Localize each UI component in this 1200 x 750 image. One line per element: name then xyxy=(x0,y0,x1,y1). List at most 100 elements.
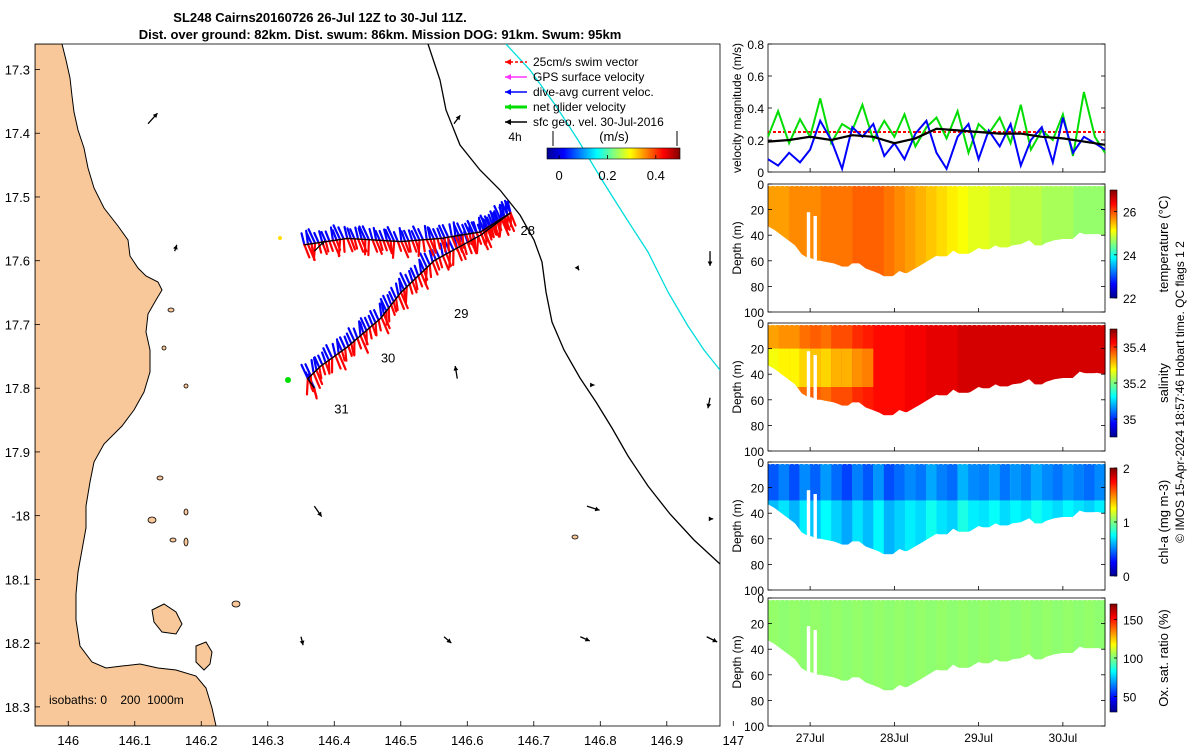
dive-avg-vector xyxy=(337,226,345,241)
swim-vector xyxy=(378,239,384,251)
oxygen-cell xyxy=(1020,600,1032,659)
surface-geostrophic-vectors xyxy=(147,112,718,646)
chla-surface-cell xyxy=(1083,464,1095,501)
salinity-cell xyxy=(883,325,895,416)
temperature-cell xyxy=(1083,186,1095,235)
dive-avg-vector xyxy=(324,230,331,243)
dive-avg-vector xyxy=(343,225,349,240)
chla-surface-cell xyxy=(799,464,811,501)
velocity-y-tick-label: 0 xyxy=(757,166,764,180)
velocity-panel: 0 0.2 0.4 0.6 0.8 velocity magnitude (m/s) xyxy=(730,38,1106,180)
temperature-cell xyxy=(841,186,853,267)
temperature-y-tick-label: 0 xyxy=(757,178,764,192)
island-5 xyxy=(183,508,189,516)
oxygen-gap xyxy=(813,630,817,726)
salinity-below-bottom-mask xyxy=(768,365,1105,451)
swim-vector xyxy=(407,239,412,253)
dive-avg-vector xyxy=(483,215,491,228)
oxygen-cell xyxy=(989,600,1001,664)
chla-cell xyxy=(831,464,843,545)
temperature-cell xyxy=(1062,186,1074,239)
chla-surface-cell xyxy=(768,464,780,501)
dive-avg-vector xyxy=(423,252,431,266)
island-10 xyxy=(156,475,164,481)
island-6 xyxy=(169,537,177,543)
chla-gap xyxy=(811,538,814,590)
salinity-colorbar-tick-label: 35.2 xyxy=(1123,377,1147,391)
dive-avg-vector xyxy=(346,227,352,240)
dive-avg-vector xyxy=(441,224,450,239)
temperature-gap xyxy=(813,216,817,312)
temperature-cell xyxy=(978,186,990,250)
glider-track xyxy=(306,212,511,389)
swim-vector xyxy=(362,331,369,346)
swim-vector xyxy=(493,223,501,238)
oxygen-cell xyxy=(936,600,948,671)
oxygen-cell xyxy=(799,600,811,673)
velocity-lines xyxy=(767,91,1106,173)
temperature-below-bottom-mask xyxy=(768,226,1105,312)
dive-avg-vector xyxy=(504,200,509,217)
temperature-y-tick-label: 20 xyxy=(751,204,765,218)
dive-avg-vector xyxy=(368,227,374,241)
temperature-cell xyxy=(894,186,906,275)
chla-surface-cell xyxy=(1010,464,1022,501)
swim-vector xyxy=(382,239,388,252)
salinity-y-tick-label: 80 xyxy=(751,419,765,433)
swim-vector xyxy=(490,226,495,239)
dive-avg-vector xyxy=(428,249,434,264)
dive-avg-vector xyxy=(498,206,506,219)
dive-avg-vector xyxy=(383,228,389,242)
surface-vector-head xyxy=(707,261,713,266)
swim-vector xyxy=(342,237,346,253)
velocity-y-tick-label: 0.8 xyxy=(747,38,764,52)
map-x-tick-label: 147 xyxy=(722,733,744,748)
swim-vector xyxy=(394,297,399,312)
swim-vector xyxy=(397,294,406,311)
chla-surface-cell xyxy=(947,464,959,501)
swim-vector xyxy=(312,371,321,389)
chla-surface-cell xyxy=(926,464,938,501)
map-x-tick-label: 146.1 xyxy=(118,733,151,748)
swim-vector xyxy=(402,288,407,303)
oxygen-cell xyxy=(926,600,938,677)
dive-avg-vector xyxy=(345,332,353,345)
temperature-gap xyxy=(811,260,814,312)
velocity-y-ticks: 0 0.2 0.4 0.6 0.8 xyxy=(747,38,1105,180)
map-x-tick-label: 146.8 xyxy=(584,733,617,748)
dive-avg-vector xyxy=(392,231,399,243)
temperature-cell xyxy=(936,186,948,257)
dive-avg-vector xyxy=(347,327,356,342)
isobath-200m xyxy=(427,44,720,565)
oxygen-cell xyxy=(1073,600,1085,653)
temperature-cell xyxy=(862,186,874,272)
oxygen-cell xyxy=(852,600,864,681)
dive-avg-vector xyxy=(456,222,464,237)
surface-vector-head xyxy=(455,115,461,121)
map-y-tick-label: 17.9 xyxy=(5,445,30,460)
chla-cell xyxy=(820,464,832,541)
legend-arrowhead xyxy=(505,74,511,80)
swim-vector xyxy=(303,243,311,259)
chla-surface-cell xyxy=(904,464,916,501)
swim-vector xyxy=(344,347,348,362)
dive-avg-vector xyxy=(400,230,407,243)
chla-axes-frame xyxy=(767,461,1106,591)
salinity-cell xyxy=(1094,325,1106,375)
dive-avg-vector xyxy=(378,302,383,319)
temperature-cell xyxy=(915,186,927,269)
swim-vector xyxy=(459,245,467,261)
island-1 xyxy=(167,307,175,313)
swim-vector xyxy=(371,238,379,253)
dive-avg-vector xyxy=(398,226,403,243)
swim-vector xyxy=(350,342,355,356)
oxygen-cell xyxy=(1083,600,1095,649)
oxygen-colorbar-tick-label: 100 xyxy=(1123,652,1143,666)
oxygen-cell xyxy=(768,600,780,647)
dive-avg-vector xyxy=(410,229,417,242)
chla-y-tick-label: 100 xyxy=(744,584,764,598)
oxygen-colorbar-label: Ox. sat. ratio (%) xyxy=(1156,609,1171,707)
swim-vector xyxy=(486,228,493,241)
salinity-cell xyxy=(1010,325,1022,386)
legend-label: 25cm/s swim vector xyxy=(533,55,638,69)
